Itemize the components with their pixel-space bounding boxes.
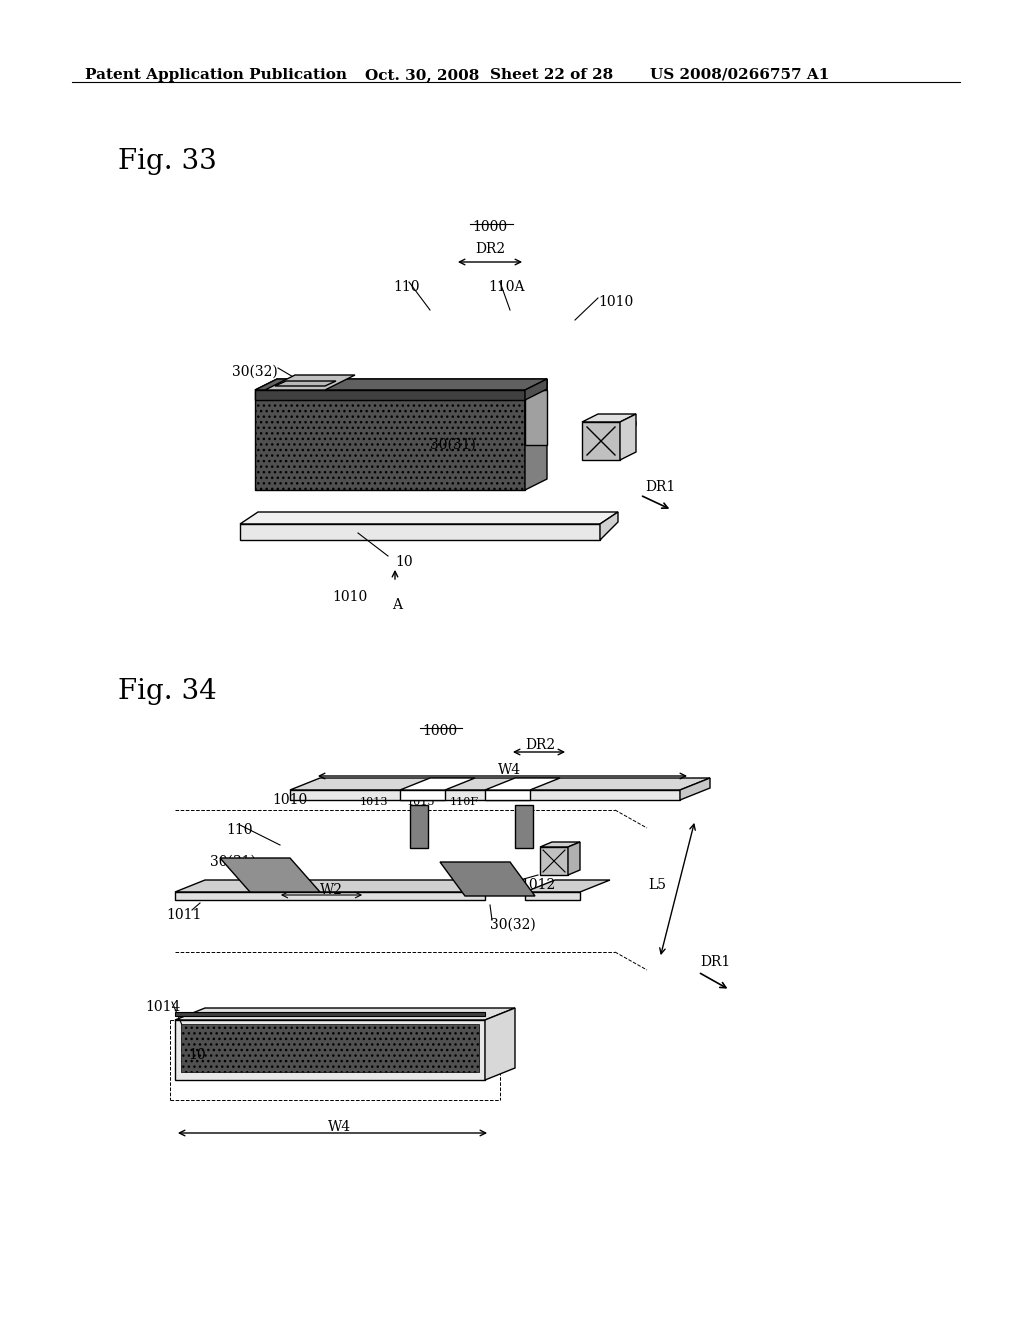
Polygon shape: [275, 381, 336, 385]
Text: US 2008/0266757 A1: US 2008/0266757 A1: [650, 69, 829, 82]
Polygon shape: [540, 842, 580, 847]
Text: Oct. 30, 2008: Oct. 30, 2008: [365, 69, 479, 82]
Polygon shape: [568, 842, 580, 875]
Polygon shape: [485, 1008, 515, 1080]
Polygon shape: [485, 789, 530, 800]
Text: DR1: DR1: [700, 954, 730, 969]
Text: DR2: DR2: [525, 738, 555, 752]
Text: 110: 110: [226, 822, 253, 837]
Text: L5: L5: [648, 878, 666, 892]
Polygon shape: [181, 1024, 479, 1072]
Text: 1010: 1010: [598, 294, 633, 309]
Text: W4: W4: [499, 763, 521, 777]
Text: Sheet 22 of 28: Sheet 22 of 28: [490, 69, 613, 82]
Polygon shape: [485, 777, 560, 789]
Polygon shape: [175, 892, 485, 900]
Text: 1015: 1015: [407, 797, 435, 807]
Polygon shape: [680, 777, 710, 800]
Text: 30(32): 30(32): [490, 917, 536, 932]
Text: 1000: 1000: [423, 723, 458, 738]
Polygon shape: [400, 789, 445, 800]
Text: 20: 20: [560, 858, 578, 873]
Text: 1013: 1013: [360, 797, 388, 807]
Text: 1014: 1014: [145, 1001, 180, 1014]
Polygon shape: [525, 892, 580, 900]
Polygon shape: [240, 524, 600, 540]
Text: 10: 10: [395, 554, 413, 569]
Text: Patent Application Publication: Patent Application Publication: [85, 69, 347, 82]
Polygon shape: [525, 880, 610, 892]
Text: 1011: 1011: [166, 908, 202, 921]
Polygon shape: [290, 789, 680, 800]
Polygon shape: [290, 777, 710, 789]
Polygon shape: [265, 375, 355, 389]
Text: 1010: 1010: [333, 590, 368, 605]
Text: 30(31): 30(31): [210, 855, 256, 869]
Text: 1000: 1000: [472, 220, 508, 234]
Text: A: A: [392, 598, 402, 612]
Polygon shape: [255, 379, 547, 389]
Polygon shape: [525, 389, 547, 445]
Polygon shape: [620, 414, 636, 459]
Text: W2: W2: [319, 883, 343, 898]
Polygon shape: [220, 858, 319, 892]
Polygon shape: [525, 379, 547, 490]
Text: DR1: DR1: [645, 480, 675, 494]
Text: DR2: DR2: [475, 242, 505, 256]
Polygon shape: [175, 1008, 515, 1020]
Polygon shape: [175, 880, 515, 892]
Polygon shape: [540, 847, 568, 875]
Polygon shape: [582, 414, 636, 422]
Polygon shape: [515, 805, 534, 847]
Polygon shape: [175, 1012, 485, 1016]
Polygon shape: [255, 389, 525, 490]
Polygon shape: [600, 512, 618, 540]
Polygon shape: [255, 389, 525, 400]
Text: 10: 10: [188, 1048, 206, 1063]
Polygon shape: [240, 512, 618, 524]
Text: 1012: 1012: [520, 878, 555, 892]
Polygon shape: [582, 422, 620, 459]
Text: 30(31): 30(31): [430, 438, 476, 451]
Text: Fig. 33: Fig. 33: [118, 148, 217, 176]
Polygon shape: [525, 379, 547, 445]
Text: W4: W4: [329, 1119, 351, 1134]
Polygon shape: [525, 379, 547, 400]
Polygon shape: [410, 805, 428, 847]
Polygon shape: [440, 862, 535, 896]
Polygon shape: [255, 379, 547, 389]
Text: 110F: 110F: [450, 797, 479, 807]
Text: 30(32): 30(32): [232, 366, 278, 379]
Text: 1010: 1010: [272, 793, 307, 807]
Polygon shape: [400, 777, 475, 789]
Text: 110: 110: [393, 280, 420, 294]
Polygon shape: [175, 1020, 485, 1080]
Text: Fig. 34: Fig. 34: [118, 678, 217, 705]
Text: 110A: 110A: [488, 280, 524, 294]
Text: 20: 20: [620, 418, 638, 432]
